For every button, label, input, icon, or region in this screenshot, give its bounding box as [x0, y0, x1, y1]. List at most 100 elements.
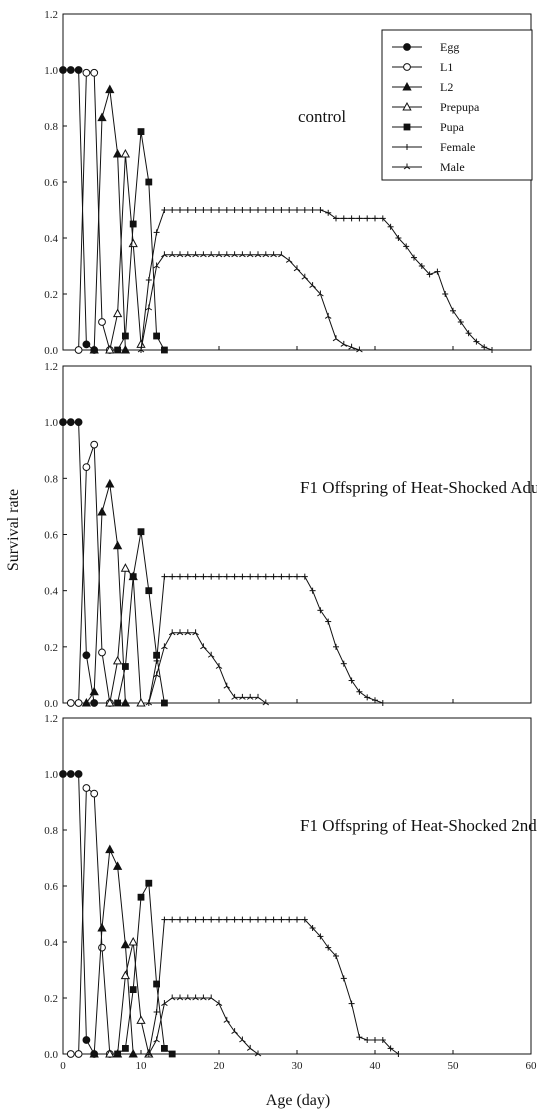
x-tick-label: 60	[526, 1060, 537, 1072]
data-point	[278, 916, 285, 923]
data-point	[176, 994, 184, 1001]
legend-label: Female	[440, 140, 475, 154]
series-line-l1	[70, 787, 111, 1055]
data-point	[223, 251, 231, 258]
data-point	[90, 789, 99, 798]
series-female	[145, 916, 402, 1057]
data-point	[325, 618, 332, 625]
data-point	[112, 655, 123, 665]
data-point	[286, 916, 293, 923]
data-point	[325, 209, 332, 216]
data-point	[177, 573, 183, 580]
data-point	[105, 84, 115, 94]
data-point	[82, 1036, 91, 1044]
series-line-egg	[63, 69, 95, 351]
data-point	[348, 1000, 355, 1007]
series-female	[145, 573, 386, 706]
series-l2	[89, 84, 131, 354]
plot-frame	[62, 365, 532, 704]
y-tick-label: 1.2	[44, 361, 58, 373]
data-point	[74, 699, 83, 707]
data-point	[286, 207, 293, 213]
data-point	[215, 1000, 223, 1007]
data-point	[66, 1050, 75, 1058]
chart-panels: 0.0 0.2 0.4 0.6 0.8 1.0 1.2 control 0.0 0.2 0.4 0.6…	[44, 9, 537, 1072]
data-point	[208, 573, 215, 580]
data-point	[145, 304, 153, 311]
data-point	[177, 916, 183, 923]
data-point	[340, 340, 348, 347]
x-tick-label: 30	[292, 1060, 304, 1072]
data-point	[317, 290, 324, 297]
data-point	[192, 994, 199, 1001]
data-point	[74, 770, 83, 778]
data-point	[262, 573, 269, 580]
data-point	[333, 643, 339, 650]
data-point	[82, 68, 91, 77]
data-point	[356, 1034, 363, 1041]
x-tick-label: 20	[214, 1060, 226, 1072]
data-point	[90, 699, 99, 707]
data-point	[372, 697, 378, 704]
data-point	[153, 332, 160, 340]
data-point	[97, 922, 107, 932]
data-point	[200, 207, 207, 213]
data-point	[59, 66, 67, 74]
data-point	[66, 418, 75, 427]
y-tick-label: 0.0	[44, 345, 58, 357]
data-point	[254, 1050, 262, 1057]
data-point	[286, 573, 293, 580]
legend-label: Egg	[440, 40, 459, 54]
data-point	[379, 700, 386, 706]
data-point	[74, 346, 83, 354]
data-point	[247, 916, 254, 923]
data-point	[231, 916, 238, 923]
data-point	[403, 243, 410, 250]
y-tick-label: 0.2	[44, 642, 58, 654]
legend-entry-pupa: Pupa	[392, 120, 465, 134]
data-point	[309, 207, 316, 213]
x-axis-title: Age (day)	[266, 1092, 330, 1109]
data-point	[254, 693, 262, 700]
series-line-egg	[63, 773, 95, 1055]
data-point	[122, 663, 129, 670]
data-point	[293, 265, 301, 272]
data-point	[223, 1016, 231, 1023]
legend-label: Male	[440, 160, 465, 174]
data-point	[340, 660, 347, 667]
series-egg	[59, 418, 99, 707]
series-egg	[59, 770, 99, 1058]
data-point	[364, 1037, 371, 1043]
data-point	[153, 1036, 160, 1043]
data-point	[145, 699, 153, 706]
data-point	[192, 251, 199, 258]
series-female	[138, 207, 495, 353]
data-point	[372, 215, 378, 222]
data-point	[489, 347, 495, 353]
data-point	[105, 697, 115, 707]
data-point	[434, 268, 441, 275]
data-point	[105, 1048, 115, 1058]
data-point	[120, 344, 131, 354]
data-point	[262, 251, 270, 258]
data-point	[98, 943, 106, 952]
y-tick-label: 0.8	[44, 473, 58, 485]
data-point	[90, 440, 99, 449]
y-tick-label: 1.2	[44, 713, 58, 725]
data-point	[169, 916, 176, 923]
data-point	[74, 66, 83, 74]
data-point	[192, 629, 199, 636]
data-point	[200, 251, 207, 258]
series-male	[145, 629, 270, 706]
data-point	[153, 657, 160, 664]
data-point	[239, 1036, 246, 1043]
data-point	[324, 312, 332, 319]
data-point	[270, 573, 277, 580]
data-point	[223, 916, 230, 923]
y-tick-label: 1.2	[44, 9, 58, 21]
data-point	[270, 251, 277, 258]
data-point	[105, 478, 115, 488]
legend-marker	[402, 101, 412, 111]
data-point	[161, 916, 168, 923]
data-point	[184, 629, 192, 636]
